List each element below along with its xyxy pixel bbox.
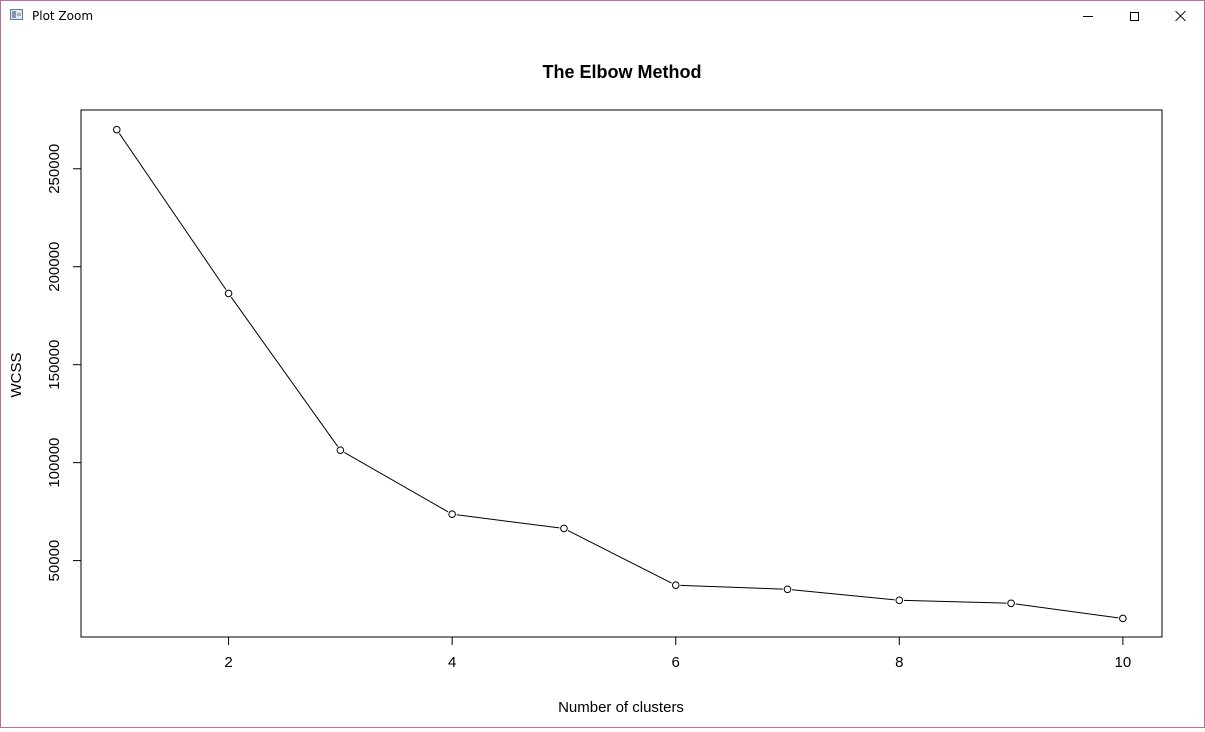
data-point (671, 581, 680, 589)
data-point (224, 289, 233, 298)
x-axis: 2 4 6 8 10 (224, 637, 1131, 671)
series-line-segment (567, 530, 672, 584)
x-tick-label: 6 (672, 654, 680, 671)
y-tick-label: 200000 (46, 242, 63, 292)
y-tick-label: 150000 (46, 340, 63, 390)
series-line-segment (903, 599, 1007, 604)
series-line-segment (680, 584, 783, 590)
plot-area: The Elbow Method 2 4 6 8 10 50000 100000 15000… (1, 31, 1204, 727)
title-bar[interactable]: Plot Zoom (1, 1, 1204, 31)
y-tick-label: 250000 (46, 144, 63, 194)
y-axis: 50000 100000 150000 200000 250000 (46, 144, 81, 582)
x-tick-label: 10 (1115, 654, 1132, 671)
close-icon (1174, 10, 1186, 22)
plot-frame (80, 109, 1163, 638)
data-point (560, 524, 568, 533)
chart-title: The Elbow Method (543, 62, 702, 82)
data-point (895, 596, 904, 605)
data-point (1007, 599, 1015, 608)
data-point (448, 510, 456, 519)
y-tick-label: 100000 (46, 438, 63, 488)
x-axis-label: Number of clusters (558, 699, 684, 716)
minimize-button[interactable] (1065, 1, 1111, 31)
maximize-button[interactable] (1111, 1, 1157, 31)
series-line-segment (1015, 603, 1119, 619)
x-tick-label: 8 (895, 654, 903, 671)
series-line-segment (230, 296, 339, 447)
data-point (112, 125, 121, 134)
window-title: Plot Zoom (32, 9, 94, 23)
maximize-icon (1129, 11, 1139, 21)
x-tick-label: 2 (224, 654, 232, 671)
data-point (336, 446, 345, 455)
elbow-chart: The Elbow Method 2 4 6 8 10 50000 100000 15000… (8, 62, 1163, 716)
close-button[interactable] (1157, 1, 1203, 31)
y-tick-label: 50000 (46, 540, 63, 582)
series-line-segment (456, 514, 560, 529)
data-point (1119, 614, 1127, 623)
y-axis-label: WCSS (8, 353, 25, 398)
plot-window-icon (10, 9, 23, 20)
x-tick-label: 4 (448, 654, 456, 671)
series-line-segment (118, 133, 227, 290)
minimize-icon (1083, 15, 1093, 17)
series-line-segment (344, 452, 449, 513)
wcss-series (112, 125, 1127, 623)
data-point (783, 585, 792, 594)
series-line-segment (792, 589, 895, 601)
